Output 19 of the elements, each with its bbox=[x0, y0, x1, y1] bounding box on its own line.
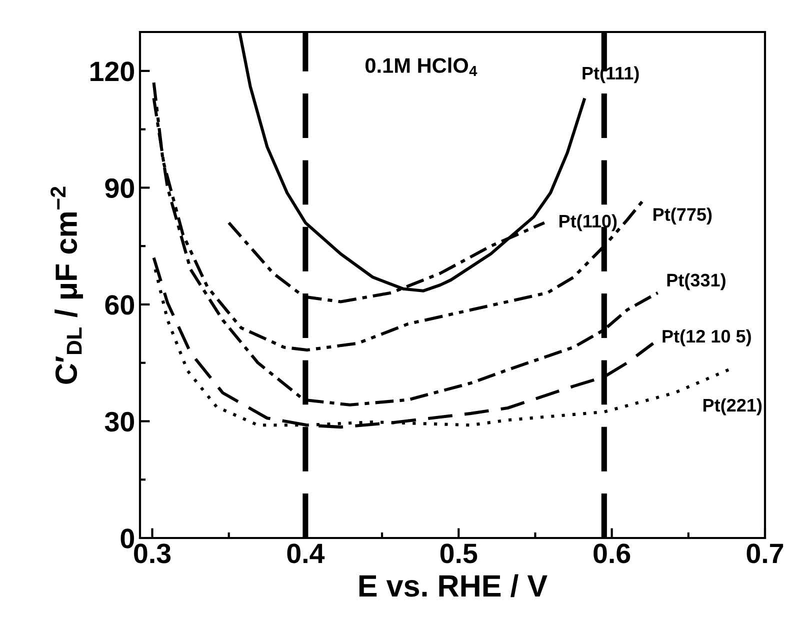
x-tick-label: 0.5 bbox=[440, 544, 478, 564]
x-tick-label: 0.4 bbox=[287, 544, 325, 564]
x-axis-title: E vs. RHE / V bbox=[359, 574, 548, 598]
y-tick-label: 90 bbox=[105, 178, 134, 198]
series-label: Pt(775) bbox=[654, 208, 712, 224]
series-label: Pt(111) bbox=[582, 66, 639, 84]
y-tick-label: 0 bbox=[120, 528, 134, 548]
y-axis-title: C′$_{DL}$ / μF cm$^{−2}$ bbox=[50, 186, 83, 384]
y-tick-label: 120 bbox=[90, 62, 134, 82]
annotation: 0.1M HClO$_{4}$ bbox=[366, 58, 478, 76]
series-label: Pt(12 10 5) bbox=[662, 329, 751, 346]
x-tick-label: 0.3 bbox=[134, 544, 171, 564]
x-tick-label: 0.6 bbox=[594, 544, 630, 564]
y-tick-label: 60 bbox=[105, 295, 134, 315]
y-tick-label: 30 bbox=[104, 412, 134, 432]
series-label: Pt(331) bbox=[667, 273, 726, 290]
x-tick-label: 0.7 bbox=[746, 544, 784, 564]
series-label: Pt(221) bbox=[703, 398, 762, 416]
series-label: Pt(110) bbox=[560, 214, 617, 232]
